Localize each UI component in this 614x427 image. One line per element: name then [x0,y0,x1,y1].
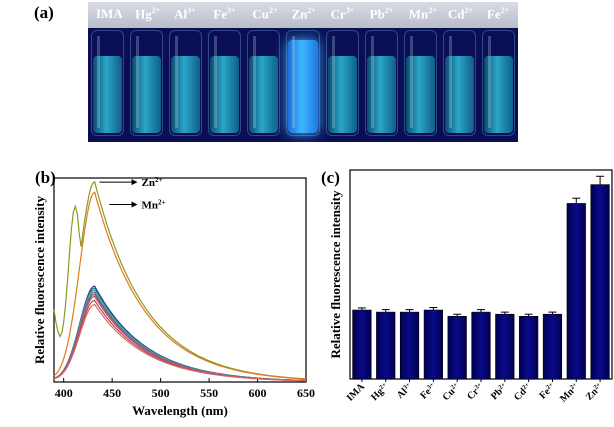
spectrum-line-pb2plus [53,295,307,382]
x-tick-label-c-5: Cr3+ [465,381,487,403]
vial-label-7: Pb2+ [369,6,394,22]
panel-label-c: (c) [321,168,340,187]
vial-label-4: Cu2+ [252,6,278,22]
panel-label-b: (b) [35,168,56,187]
vial-label-9: Cd2+ [447,6,473,22]
vial-label-10: Fe2+ [486,6,510,22]
bar-6 [495,313,515,380]
x-tick-label-c-10: Zn2+ [584,381,606,403]
x-tick-label-c-8: Fe2+ [537,381,558,402]
annotation-mn-arrowhead [131,201,138,208]
vial-8 [403,30,437,136]
spectrum-line-cu2plus [53,291,307,382]
vial-9 [442,30,476,136]
y-axis-label-b: Relative fluorescence intensity [32,196,47,364]
vial-5 [286,30,320,136]
vial-3 [208,30,242,136]
photo-header-strip [88,2,518,28]
x-tick-label-b-5: 650 [297,386,315,400]
x-tick-label-c-0: IMA [345,381,368,404]
vial-label-6: Cr3+ [330,6,355,22]
bar-5 [471,311,491,380]
x-tick-label-b-2: 500 [152,386,170,400]
x-tick-label-c-9: Mn2+ [558,381,582,405]
x-axis-label-b: Wavelength (nm) [132,403,228,418]
vial-6 [325,30,359,136]
bar-8 [542,313,563,380]
vial-1 [130,30,164,136]
vial-0 [91,30,125,136]
bar-1 [376,311,396,380]
x-tick-label-b-1: 450 [103,386,121,400]
bar-9 [566,203,586,380]
annotation-zn-arrowhead [131,179,138,186]
vial-2 [169,30,203,136]
vial-7 [364,30,398,136]
bar-3 [423,309,443,380]
vial-label-8: Mn2+ [408,6,437,22]
bar-7 [519,315,539,380]
x-tick-label-c-7: Cd2+ [512,381,534,403]
vial-10 [481,30,515,136]
y-axis-label-c: Relative fluorescence intensity [328,190,343,358]
spectrum-line-fe3plus [53,289,307,382]
x-tick-label-c-3: Fe3+ [418,381,439,402]
vial-label-0: IMA [96,6,123,21]
annotation-mn-label: Mn2+ [142,199,166,212]
x-tick-label-b-4: 600 [249,386,267,400]
bar-10 [590,184,610,380]
x-tick-label-b-3: 550 [200,386,218,400]
vial-4 [247,30,281,136]
vial-label-5: Zn2+ [291,6,316,22]
spectrum-line-zn2plus [53,180,307,380]
vial-photo: IMA Hg2+ Al3+ Fe3+ Cu2+ Zn2+ Cr3+ Pb2+ Mn2+ Cd2+ F… [88,2,518,142]
plot-frame-b [53,177,307,383]
spectrum-line-mn2plus [53,191,307,380]
spectrum-line-fe2plus [53,303,307,382]
x-tick-label-c-6: Pb2+ [489,381,511,403]
plot-frame-c [349,169,613,380]
vial-label-1: Hg2+ [135,6,161,22]
spectrum-line-ima [53,285,307,382]
spectrum-line-al3plus [53,289,307,382]
annotation-zn-label: Zn2+ [142,176,163,189]
x-tick-label-c-1: Hg2+ [369,381,391,403]
bar-2 [399,311,420,380]
x-tick-label-c-2: Al3+ [395,381,415,401]
bar-4 [447,315,467,380]
vial-label-2: Al3+ [174,6,196,22]
spectrum-line-cr3plus [53,293,306,382]
vial-label-3: Fe3+ [213,6,236,22]
panel-label-a: (a) [34,3,54,22]
x-tick-label-b-0: 400 [55,386,73,400]
spectrum-line-hg2plus [53,287,306,382]
spectrum-line-cd2plus [53,299,306,382]
x-tick-label-c-4: Cu2+ [440,381,462,403]
bar-0 [352,309,372,380]
